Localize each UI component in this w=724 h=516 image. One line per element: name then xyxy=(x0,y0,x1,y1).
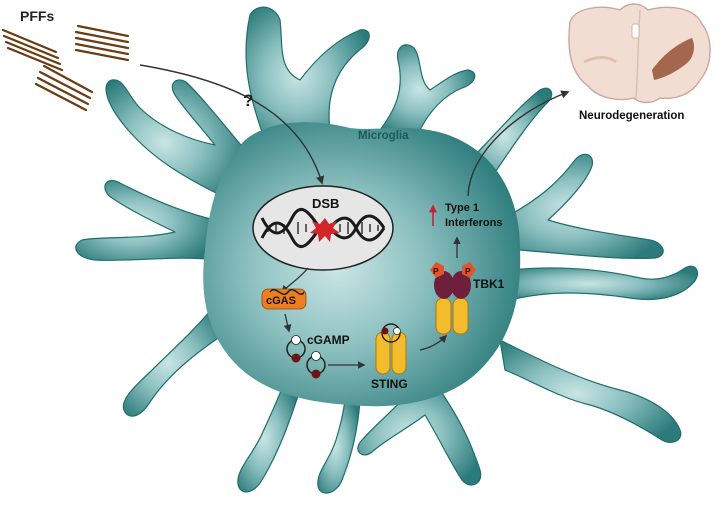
process-bottom-left xyxy=(122,304,231,417)
dna-helix-icon xyxy=(260,208,386,248)
phospho-right-icon xyxy=(462,262,476,278)
brain-section-icon xyxy=(568,3,711,104)
tbk1-label: TBK1 xyxy=(473,277,505,291)
process-top-left xyxy=(245,6,370,141)
interferons-line1: Type 1 xyxy=(445,202,479,214)
dsb-star-icon xyxy=(310,218,340,242)
cell-body xyxy=(203,122,521,407)
pffs-label: PFFs xyxy=(20,8,54,24)
process-left-lower xyxy=(75,180,216,261)
interferons-line2: Interferons xyxy=(445,217,502,229)
fibril-bundle-3 xyxy=(34,64,94,112)
cgas-enzyme: cGAS xyxy=(261,288,307,310)
microglia-label: Microglia xyxy=(358,130,409,142)
question-mark: ? xyxy=(243,91,253,110)
interferons-to-neurodegeneration-arrow xyxy=(467,90,570,197)
phospho-right-label: P xyxy=(465,266,471,276)
tbk1-complex-icon: P P xyxy=(430,262,476,335)
process-top-right xyxy=(469,87,553,181)
cgas-label: cGAS xyxy=(266,295,296,307)
brain-damage-region xyxy=(652,38,694,80)
process-top-mid xyxy=(379,44,476,131)
pff-fibril-icon xyxy=(1,24,130,112)
neurodegeneration-label: Neurodegeneration xyxy=(579,110,684,122)
cgamp-molecule-icon xyxy=(286,335,326,379)
fibril-bundle-2 xyxy=(74,24,130,62)
process-right-low xyxy=(499,339,682,443)
process-right xyxy=(509,265,698,301)
sting-label: STING xyxy=(371,377,408,391)
phospho-left-icon xyxy=(430,262,444,278)
pff-to-dsb-arrow xyxy=(139,64,325,185)
process-bottom-right xyxy=(357,379,482,486)
phospho-left-label: P xyxy=(433,266,439,276)
process-bottom-mid xyxy=(317,394,361,494)
process-right-up xyxy=(499,153,664,260)
process-left xyxy=(105,79,246,201)
cgas-to-cgamp-arrow xyxy=(283,313,292,333)
dsb-label: DSB xyxy=(312,196,339,211)
process-bottom xyxy=(237,379,301,493)
sting-dimer-icon xyxy=(375,323,407,375)
sting-to-tbk1-arrow xyxy=(419,334,448,351)
fibril-bundle-1 xyxy=(1,28,64,72)
cgamp-label: cGAMP xyxy=(307,333,350,347)
